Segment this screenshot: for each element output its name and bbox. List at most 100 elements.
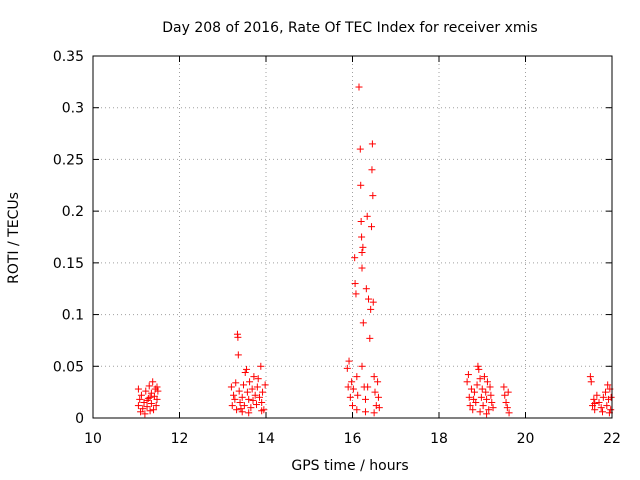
data-point (257, 362, 265, 370)
y-tick-label: 0.1 (62, 308, 84, 324)
data-point (361, 408, 369, 416)
data-point (368, 140, 376, 148)
data-point (464, 371, 472, 379)
data-point (243, 365, 251, 373)
y-tick-label: 0.2 (62, 204, 84, 220)
data-point (351, 280, 359, 288)
y-tick-labels: 0 0.05 0.1 0.15 0.2 0.25 0.3 0.35 (53, 49, 84, 427)
data-point (602, 388, 610, 396)
data-point (150, 406, 158, 414)
x-tick-label: 22 (603, 431, 621, 447)
x-tick-label: 16 (344, 431, 362, 447)
data-point (473, 381, 481, 389)
data-point (604, 381, 612, 389)
data-point (607, 393, 615, 401)
data-point (232, 379, 240, 387)
data-point (345, 357, 353, 365)
data-point (241, 368, 249, 376)
data-point (501, 391, 509, 399)
data-point (595, 398, 603, 406)
data-point (358, 233, 366, 241)
data-point (486, 383, 494, 391)
data-point (234, 333, 242, 341)
data-point (483, 378, 491, 386)
data-point (502, 398, 510, 406)
data-point (489, 404, 497, 412)
data-point (597, 404, 605, 412)
data-point (369, 192, 377, 200)
data-point (361, 395, 369, 403)
x-tick-label: 10 (84, 431, 102, 447)
data-point (479, 402, 487, 410)
data-point (231, 395, 239, 403)
data-point (136, 395, 144, 403)
data-point (351, 254, 359, 262)
data-point (353, 373, 361, 381)
data-point (359, 319, 367, 327)
data-point (252, 401, 260, 409)
data-point (480, 373, 488, 381)
data-point (500, 383, 508, 391)
y-tick-label: 0.05 (53, 359, 84, 375)
data-point (253, 383, 261, 391)
data-point (245, 409, 253, 417)
data-point (227, 383, 235, 391)
data-point (483, 410, 491, 418)
data-point (465, 393, 473, 401)
data-point (370, 373, 378, 381)
data-point (587, 378, 595, 386)
data-point (259, 388, 267, 396)
data-point (505, 409, 513, 417)
data-point (134, 385, 142, 393)
data-point (254, 375, 262, 383)
data-point (348, 378, 356, 386)
data-point (228, 402, 236, 410)
data-point (358, 264, 366, 272)
data-point (371, 388, 379, 396)
data-point (482, 388, 490, 396)
data-point (590, 395, 598, 403)
data-point (149, 378, 157, 386)
data-point (356, 145, 364, 153)
data-point (240, 381, 248, 389)
data-point (369, 298, 377, 306)
data-point (470, 388, 478, 396)
data-point (250, 373, 258, 381)
data-point (370, 409, 378, 417)
data-point (476, 375, 484, 383)
data-point (374, 378, 382, 386)
data-point (466, 402, 474, 410)
data-point (153, 383, 161, 391)
data-point (366, 334, 374, 342)
y-tick-label: 0.15 (53, 256, 84, 272)
x-tick-label: 18 (430, 431, 448, 447)
data-point (346, 393, 354, 401)
data-point (139, 405, 147, 413)
data-point (364, 383, 372, 391)
data-point (607, 406, 615, 414)
data-point (261, 381, 269, 389)
data-point (357, 181, 365, 189)
data-point (153, 395, 161, 403)
data-point (235, 387, 243, 395)
x-tick-labels: 10 12 14 16 18 20 22 (84, 431, 621, 447)
data-point (358, 249, 366, 257)
data-point (367, 305, 375, 313)
data-point (591, 400, 599, 408)
y-axis-label: ROTI / TECUs (6, 192, 22, 284)
data-point (478, 385, 486, 393)
x-axis-label: GPS time / hours (291, 458, 408, 474)
grid-lines (93, 56, 612, 418)
data-point (146, 393, 154, 401)
data-point (143, 396, 151, 404)
y-tick-label: 0 (75, 411, 84, 427)
data-point (362, 285, 370, 293)
data-point (374, 393, 382, 401)
data-point (343, 364, 351, 372)
data-point (233, 406, 241, 414)
data-point (598, 408, 606, 416)
data-point (368, 166, 376, 174)
data-point (147, 389, 155, 397)
data-point (504, 388, 512, 396)
data-point (251, 391, 259, 399)
